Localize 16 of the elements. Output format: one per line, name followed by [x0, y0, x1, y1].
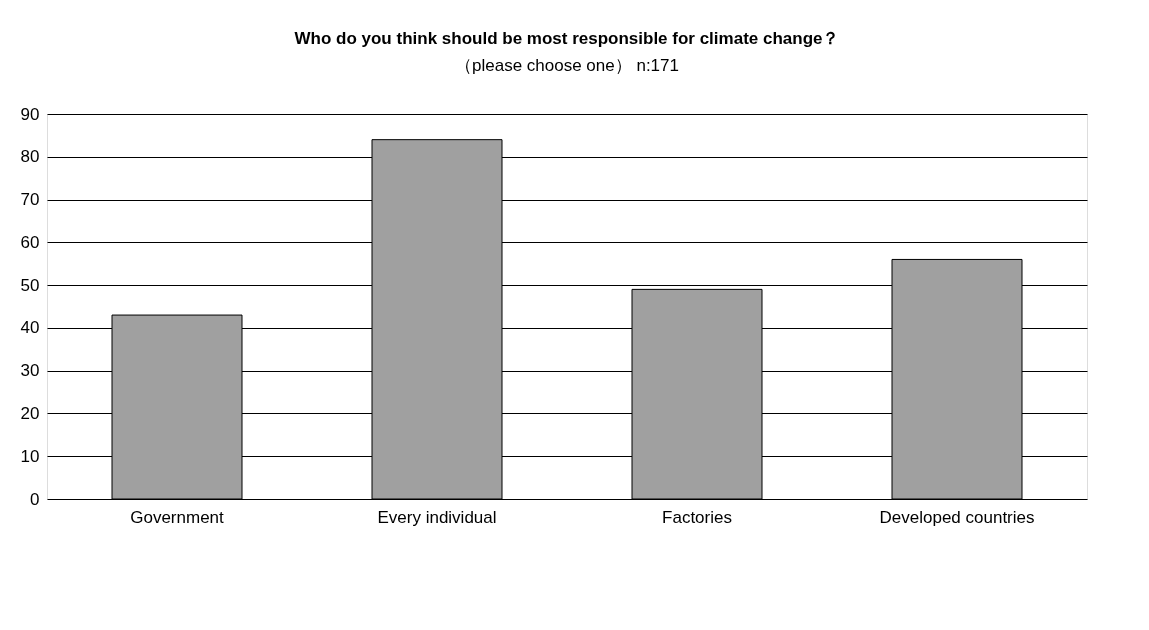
chart-title: Who do you think should be most responsible for climate change？: [294, 29, 840, 48]
y-tick-label: 20: [20, 403, 40, 423]
x-tick-label: Every individual: [377, 507, 497, 527]
x-tick-label: Developed countries: [879, 507, 1035, 527]
x-tick-label: Government: [130, 507, 225, 527]
x-tick-label: Factories: [662, 507, 732, 527]
y-tick-label: 90: [20, 104, 40, 124]
chart-subtitle: （please choose one） n:171: [455, 56, 679, 75]
y-tick-label: 0: [30, 489, 40, 509]
y-tick-label: 80: [20, 147, 40, 167]
y-tick-label: 50: [20, 275, 40, 295]
y-tick-label: 70: [20, 190, 40, 210]
y-tick-label: 40: [20, 318, 40, 338]
y-tick-label: 30: [20, 361, 40, 381]
y-tick-label: 10: [20, 446, 40, 466]
y-tick-label: 60: [20, 232, 40, 252]
